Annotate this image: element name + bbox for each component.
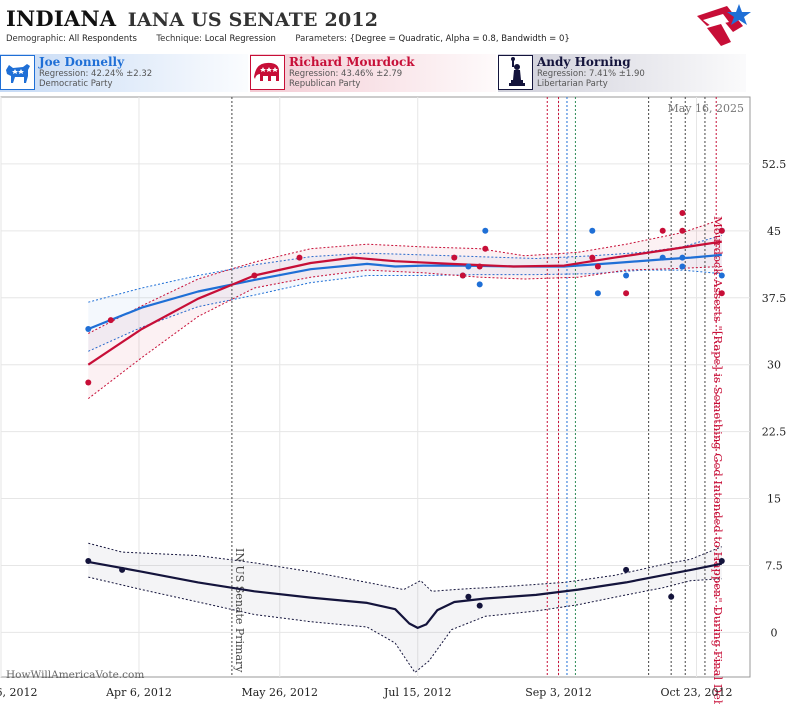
x-tick-label: Feb 16, 2012 <box>0 686 38 699</box>
x-tick-label: Apr 6, 2012 <box>105 686 172 699</box>
candidate-card-horning: Andy Horning Regression: 7.41% ±1.90 Lib… <box>498 54 746 92</box>
trend-lines <box>87 240 723 629</box>
donnelly-poll-point <box>718 272 725 279</box>
candidate-regression: Regression: 42.24% ±2.32 <box>39 69 153 79</box>
debate-annotation: Mourdock Asserts "[Rape] is Something Go… <box>711 216 725 704</box>
demographic-label: Demographic: <box>6 34 67 44</box>
candidate-legend: Joe Donnelly Regression: 42.24% ±2.32 De… <box>0 54 789 94</box>
mourdock-band <box>88 219 722 399</box>
page-title: INDIANA IANA US SENATE 2012 <box>6 6 378 31</box>
mourdock-poll-point <box>459 272 466 279</box>
parameters-value: {Degree = Quadratic, Alpha = 0.8, Bandwi… <box>349 34 570 44</box>
date-label: May 16, 2025 <box>667 102 744 115</box>
donnelly-poll-point <box>594 290 601 297</box>
mourdock-poll-point <box>251 272 258 279</box>
horning-band <box>88 543 722 673</box>
x-tick-label: Sep 3, 2012 <box>525 686 592 699</box>
event-lines: IN US Senate Primary Mourdock Asserts "[R… <box>231 97 725 704</box>
donkey-icon <box>0 55 35 90</box>
statue-of-liberty-icon <box>498 55 533 90</box>
donnelly-poll-point <box>679 254 686 261</box>
mourdock-trend-line <box>87 240 722 366</box>
mourdock-upper-bound <box>88 218 722 334</box>
y-tick-label: 0 <box>771 626 778 639</box>
candidate-party: Republican Party <box>289 79 361 89</box>
candidate-regression: Regression: 7.41% ±1.90 <box>537 69 645 79</box>
mourdock-poll-point <box>107 317 114 324</box>
x-tick-label: May 26, 2012 <box>241 686 318 699</box>
donnelly-trend-line <box>87 253 722 331</box>
donnelly-poll-point <box>659 254 666 261</box>
y-tick-label: 22.5 <box>762 426 787 439</box>
candidate-party: Libertarian Party <box>537 79 608 89</box>
confidence-bands <box>87 218 722 674</box>
candidate-name: Joe Donnelly <box>39 55 125 69</box>
header: INDIANA IANA US SENATE 2012 Demographic:… <box>0 0 789 50</box>
mourdock-poll-point <box>296 254 303 261</box>
donnelly-upper-bound <box>88 234 722 303</box>
race-title: IANA US SENATE 2012 <box>127 9 379 31</box>
donnelly-poll-point <box>85 326 92 332</box>
state-title: INDIANA <box>6 6 117 31</box>
mourdock-poll-point <box>718 290 725 297</box>
mourdock-poll-point <box>594 263 601 270</box>
horning-poll-point <box>476 602 483 609</box>
mourdock-poll-point <box>85 379 92 386</box>
watermark: HowWillAmericaVote.com <box>6 669 144 681</box>
y-tick-label: 37.5 <box>762 292 787 305</box>
candidate-card-mourdock: Richard Mourdock Regression: 43.46% ±2.7… <box>250 54 496 92</box>
x-tick-label: Oct 23, 2012 <box>660 686 732 699</box>
mourdock-poll-point <box>623 290 630 297</box>
donnelly-poll-point <box>476 281 483 288</box>
technique-label: Technique: <box>156 34 203 44</box>
horning-poll-point <box>119 566 126 573</box>
horning-lower-bound <box>88 576 722 674</box>
demographic-value: All Respondents <box>68 34 137 44</box>
horning-trend-line <box>88 560 723 629</box>
mourdock-poll-point <box>718 227 725 234</box>
horning-poll-point <box>85 558 92 564</box>
poll-points <box>85 210 725 609</box>
mourdock-poll-point <box>679 210 686 216</box>
mourdock-poll-point <box>476 263 483 270</box>
y-tick-label: 15 <box>767 493 781 506</box>
candidate-regression: Regression: 43.46% ±2.79 <box>289 69 403 79</box>
candidate-card-donnelly: Joe Donnelly Regression: 42.24% ±2.32 De… <box>0 54 248 92</box>
technique-value: Local Regression <box>204 34 276 44</box>
y-tick-label: 7.5 <box>765 559 783 572</box>
candidate-name: Richard Mourdock <box>289 55 415 69</box>
candidate-name: Andy Horning <box>537 55 631 69</box>
site-logo-icon <box>697 4 751 46</box>
horning-poll-point <box>718 558 725 564</box>
mourdock-poll-point <box>659 227 666 234</box>
poll-chart: IN US Senate Primary Mourdock Asserts "[R… <box>0 96 786 704</box>
horning-poll-point <box>465 593 472 600</box>
mourdock-poll-point <box>589 254 596 261</box>
donnelly-band <box>88 235 722 352</box>
donnelly-poll-point <box>623 272 630 279</box>
donnelly-poll-point <box>589 227 596 234</box>
donnelly-poll-point <box>465 263 472 270</box>
parameters-label: Parameters: <box>295 34 347 44</box>
donnelly-poll-point <box>482 227 489 234</box>
axis-labels: 0 7.5 15 22.5 30 37.5 45 52.5 Feb 16, 2012 Apr 6,… <box>0 158 786 699</box>
plot-frame <box>0 96 751 678</box>
x-tick-label: Jul 15, 2012 <box>383 686 452 699</box>
y-tick-label: 30 <box>767 359 781 372</box>
horning-poll-point <box>668 593 675 600</box>
y-tick-label: 45 <box>767 225 781 238</box>
primary-annotation: IN US Senate Primary <box>233 548 246 673</box>
mourdock-poll-point <box>679 227 686 234</box>
y-tick-label: 52.5 <box>762 158 787 171</box>
candidate-party: Democratic Party <box>39 79 113 89</box>
elephant-icon <box>250 55 285 90</box>
mourdock-poll-point <box>482 245 489 252</box>
mourdock-lower-bound <box>87 266 722 399</box>
donnelly-poll-point <box>679 263 686 270</box>
mourdock-poll-point <box>451 254 458 261</box>
horning-poll-point <box>623 566 630 573</box>
parameters-bar: Demographic: All Respondents Technique: … <box>6 34 570 44</box>
